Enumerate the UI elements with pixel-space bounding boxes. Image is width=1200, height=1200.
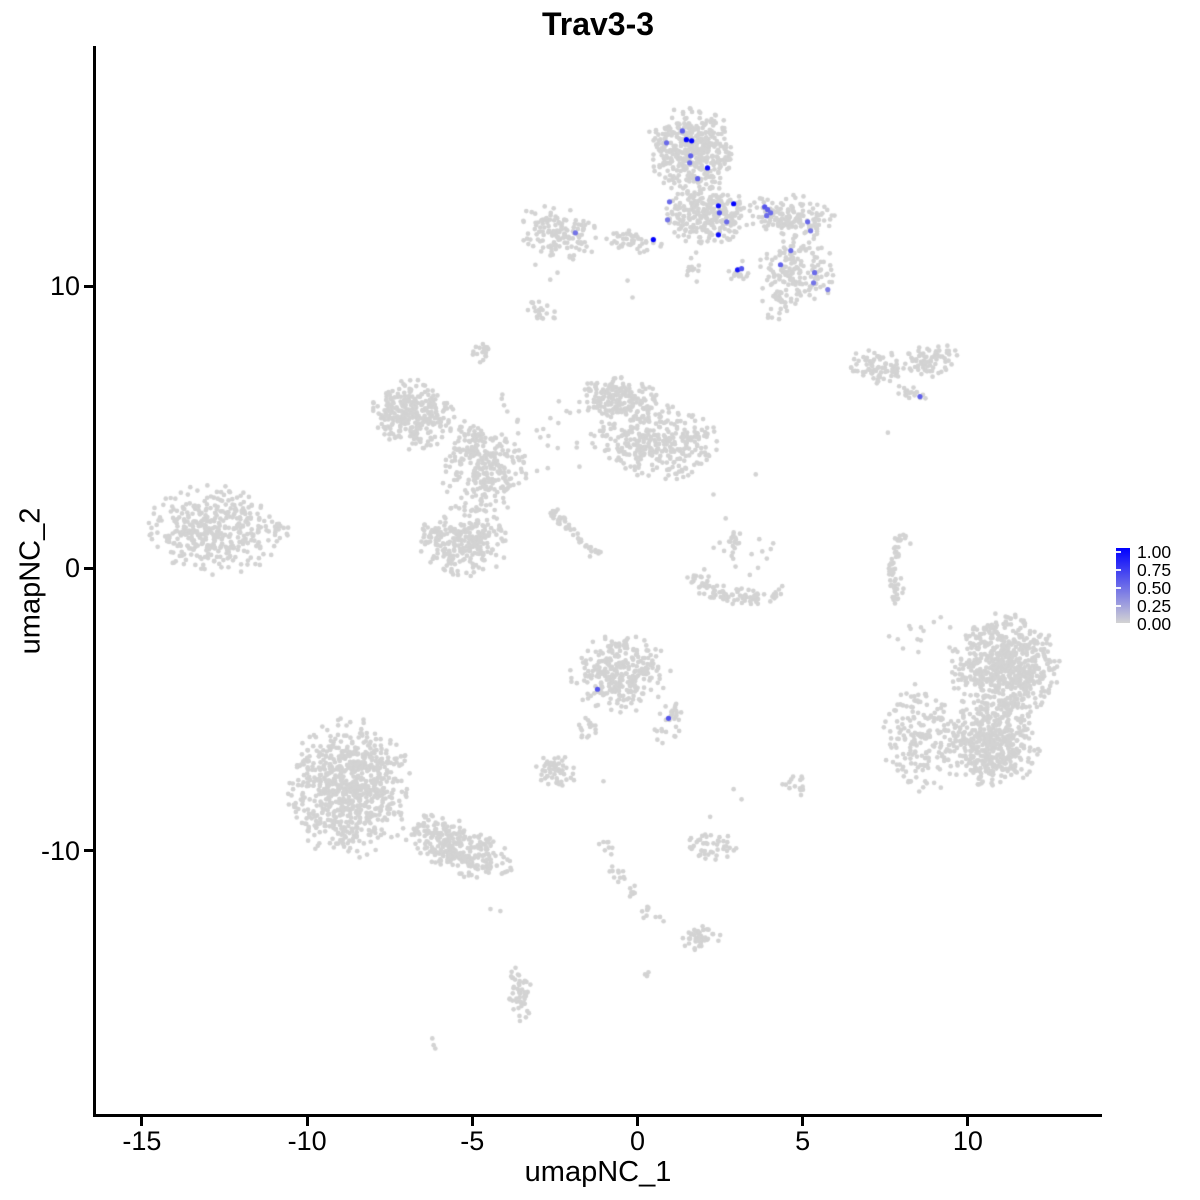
x-tick-label: 10 (952, 1126, 983, 1156)
x-tick-mark (305, 1117, 309, 1126)
x-tick-label: 5 (795, 1126, 811, 1156)
x-tick-label: -15 (122, 1126, 162, 1156)
legend-tick-label: 0.50 (1137, 578, 1172, 598)
legend-colorbar (1116, 548, 1130, 623)
legend-tick-label: 0.75 (1137, 560, 1172, 580)
x-tick-label: -10 (287, 1126, 327, 1156)
y-tick-mark (84, 566, 93, 570)
legend-tick-mark (1116, 569, 1121, 571)
y-tick-label: -10 (40, 835, 80, 866)
y-tick-label: 0 (64, 553, 80, 584)
x-tick-mark (140, 1117, 144, 1126)
x-tick-mark (801, 1117, 805, 1126)
x-tick-label: -5 (460, 1126, 485, 1156)
y-tick-mark (84, 849, 93, 853)
y-tick-mark (84, 284, 93, 288)
legend-colorbar-group: 1.00 0.75 0.50 0.25 0.00 (1110, 540, 1200, 640)
legend-tick-mark (1116, 587, 1121, 589)
y-axis-line (93, 46, 96, 1117)
y-axis-title: umapNC_2 (14, 507, 47, 655)
legend-tick-mark (1116, 551, 1121, 553)
plot-title: Trav3-3 (541, 6, 655, 42)
x-axis-title: umapNC_1 (524, 1156, 672, 1188)
legend-tick-mark (1116, 623, 1121, 625)
x-axis-line (93, 1114, 1102, 1117)
x-tick-mark (470, 1117, 474, 1126)
legend-tick-mark (1116, 605, 1121, 607)
x-tick-label: 0 (629, 1126, 645, 1156)
legend-tick-label: 0.00 (1137, 614, 1172, 634)
legend-tick-label: 0.25 (1137, 596, 1172, 616)
x-tick-mark (966, 1117, 970, 1126)
x-tick-mark (635, 1117, 639, 1126)
legend-tick-label: 1.00 (1137, 542, 1172, 562)
y-tick-label: 10 (49, 271, 80, 302)
